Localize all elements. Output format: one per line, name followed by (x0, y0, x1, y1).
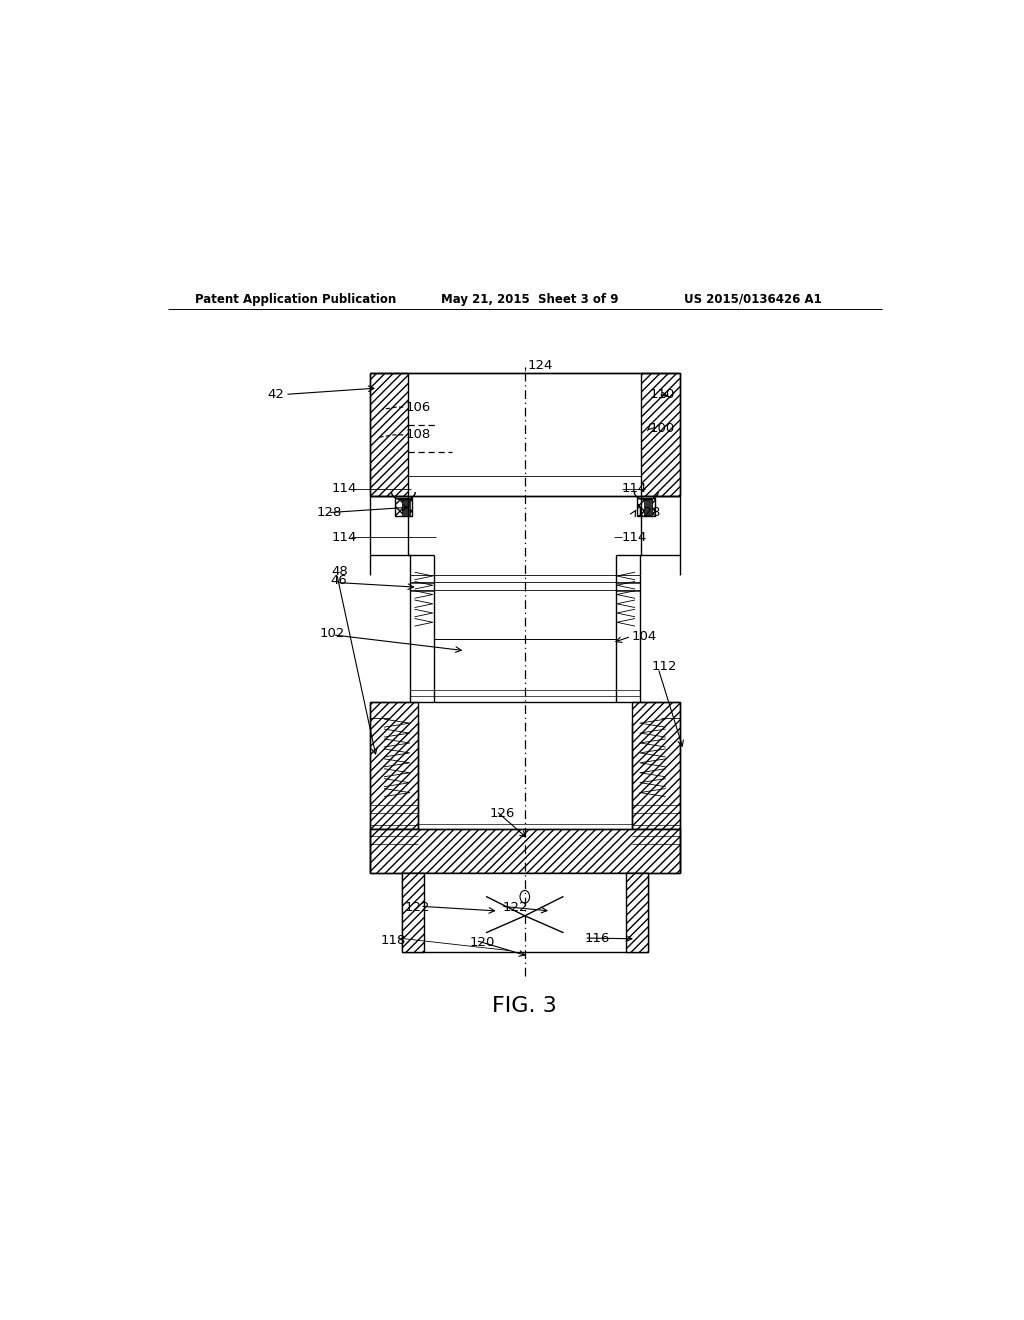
Text: 118: 118 (380, 933, 406, 946)
Text: 114: 114 (622, 531, 647, 544)
Text: US 2015/0136426 A1: US 2015/0136426 A1 (684, 293, 821, 306)
Text: 104: 104 (631, 630, 656, 643)
Text: 128: 128 (636, 506, 662, 519)
Text: 106: 106 (406, 400, 431, 413)
Text: 100: 100 (649, 422, 675, 436)
Bar (626, 873, 648, 952)
Bar (401, 873, 648, 952)
Text: 128: 128 (316, 506, 342, 519)
Text: 108: 108 (406, 429, 431, 441)
Text: 126: 126 (489, 807, 515, 820)
Text: 114: 114 (331, 531, 356, 544)
Text: 102: 102 (321, 627, 345, 640)
Text: 120: 120 (469, 936, 495, 949)
Bar (632, 702, 680, 829)
Text: 110: 110 (649, 388, 675, 401)
Ellipse shape (520, 891, 529, 903)
Bar (370, 829, 680, 873)
Text: 116: 116 (585, 932, 609, 945)
Text: May 21, 2015  Sheet 3 of 9: May 21, 2015 Sheet 3 of 9 (441, 293, 618, 306)
Text: 48: 48 (331, 565, 348, 578)
Text: Patent Application Publication: Patent Application Publication (196, 293, 396, 306)
Text: 112: 112 (652, 660, 677, 673)
Text: 114: 114 (622, 482, 647, 495)
Text: 124: 124 (527, 359, 553, 371)
Text: 122: 122 (503, 902, 528, 915)
Text: 122: 122 (404, 902, 430, 915)
Bar (370, 702, 418, 829)
Bar (370, 374, 409, 496)
Bar (401, 499, 410, 516)
Text: 46: 46 (331, 574, 347, 587)
Text: FIG. 3: FIG. 3 (493, 997, 557, 1016)
Bar (370, 829, 680, 873)
Bar (638, 499, 655, 516)
Text: 42: 42 (267, 388, 284, 401)
Bar (401, 873, 424, 952)
Bar (370, 374, 680, 496)
Text: 114: 114 (331, 482, 356, 495)
Bar (394, 499, 412, 516)
Bar (641, 374, 680, 496)
Bar (644, 499, 652, 516)
